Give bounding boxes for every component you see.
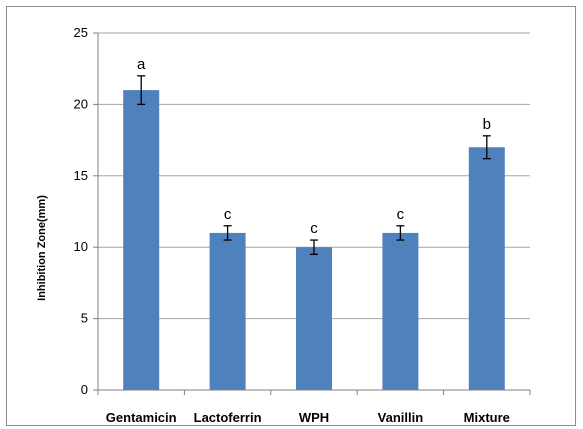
axes bbox=[93, 32, 531, 395]
y-tick-label: 15 bbox=[74, 168, 88, 183]
y-axis-title: Inhibition Zone(mm) bbox=[36, 195, 48, 301]
x-category-label: Gentamicin bbox=[106, 410, 177, 425]
y-tick-label: 10 bbox=[74, 239, 88, 254]
significance-label: a bbox=[137, 56, 146, 73]
bar-gentamicin bbox=[123, 90, 160, 391]
labels: 0 5 10 15 20 25 a Gentamicin c Lactoferrin c WPH c Va… bbox=[74, 25, 510, 425]
bar-lactoferrin bbox=[209, 232, 246, 390]
y-tick-label: 20 bbox=[74, 96, 88, 111]
significance-label: c bbox=[310, 220, 318, 237]
y-tick-label: 5 bbox=[81, 311, 88, 326]
bar-mixture bbox=[468, 147, 505, 390]
significance-label: c bbox=[224, 206, 232, 223]
bar-wph bbox=[296, 247, 332, 390]
bars bbox=[123, 90, 505, 391]
x-category-label: Mixture bbox=[464, 410, 510, 425]
significance-label: b bbox=[483, 116, 491, 133]
y-tick-label: 25 bbox=[74, 25, 88, 40]
bar-vanillin bbox=[382, 232, 419, 390]
x-category-label: Lactoferrin bbox=[194, 410, 262, 425]
x-category-label: WPH bbox=[299, 410, 329, 425]
significance-label: c bbox=[397, 206, 405, 223]
x-category-label: Vanillin bbox=[378, 410, 424, 425]
error-bars bbox=[137, 75, 491, 255]
y-tick-label: 0 bbox=[81, 382, 88, 397]
